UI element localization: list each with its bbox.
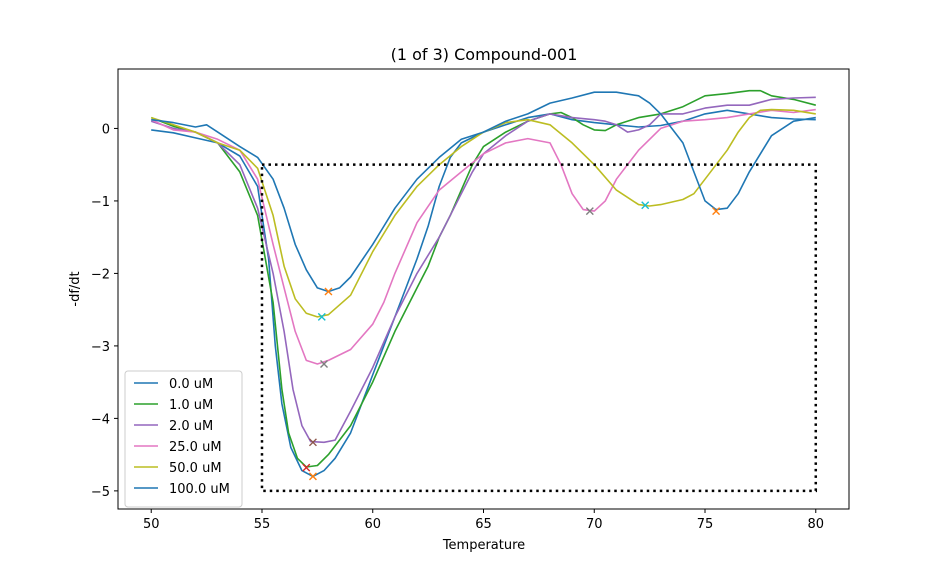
- region-box: [260, 163, 818, 493]
- y-tick-label-0: 0: [102, 122, 110, 137]
- y-tick-label-3: −3: [91, 340, 110, 355]
- plot-area: [150, 89, 818, 493]
- chart-title: (1 of 3) Compound-001: [391, 45, 578, 64]
- min-marker-0: [308, 472, 317, 481]
- x-tick-label-2: 60: [364, 517, 381, 532]
- x-tick-label-4: 70: [586, 517, 603, 532]
- y-tick-label-1: −1: [91, 195, 110, 210]
- x-tick-label-5: 75: [697, 517, 714, 532]
- legend: 0.0 uM 1.0 uM 2.0 uM 25.0 uM 50.0 uM 100.0 uM: [124, 370, 243, 508]
- min-marker-8: [712, 207, 721, 216]
- min-marker-2: [308, 438, 317, 447]
- legend-label-5: 100.0 uM: [169, 482, 230, 497]
- legend-label-1: 1.0 uM: [169, 398, 213, 413]
- y-tick-label-2: −2: [91, 267, 110, 282]
- x-tick-label-6: 80: [807, 517, 824, 532]
- min-marker-7: [641, 201, 650, 210]
- series-line-3: [150, 108, 816, 365]
- series-line-5: [151, 91, 816, 293]
- legend-box: [124, 370, 243, 508]
- x-tick-label-3: 65: [475, 517, 492, 532]
- series-line-2: [150, 96, 816, 444]
- legend-label-3: 25.0 uM: [169, 440, 222, 455]
- min-marker-5: [324, 287, 333, 296]
- min-marker-3: [320, 360, 329, 369]
- y-tick-label-4: −4: [91, 412, 110, 427]
- legend-label-2: 2.0 uM: [169, 419, 213, 434]
- y-axis-label: -df/dt: [68, 271, 83, 306]
- series-line-1: [150, 89, 817, 468]
- x-tick-label-0: 50: [143, 517, 160, 532]
- x-axis-label: Temperature: [442, 538, 525, 553]
- axis-ticks: 50 55 60 65 70 75 80 0 −1 −2 −3 −4 −5: [91, 122, 824, 532]
- legend-label-4: 50.0 uM: [169, 461, 222, 476]
- min-marker-6: [585, 207, 594, 216]
- min-marker-1: [302, 463, 311, 472]
- legend-label-0: 0.0 uM: [169, 377, 213, 392]
- y-tick-label-5: −5: [91, 485, 110, 500]
- x-tick-label-1: 55: [254, 517, 271, 532]
- min-marker-4: [317, 312, 326, 321]
